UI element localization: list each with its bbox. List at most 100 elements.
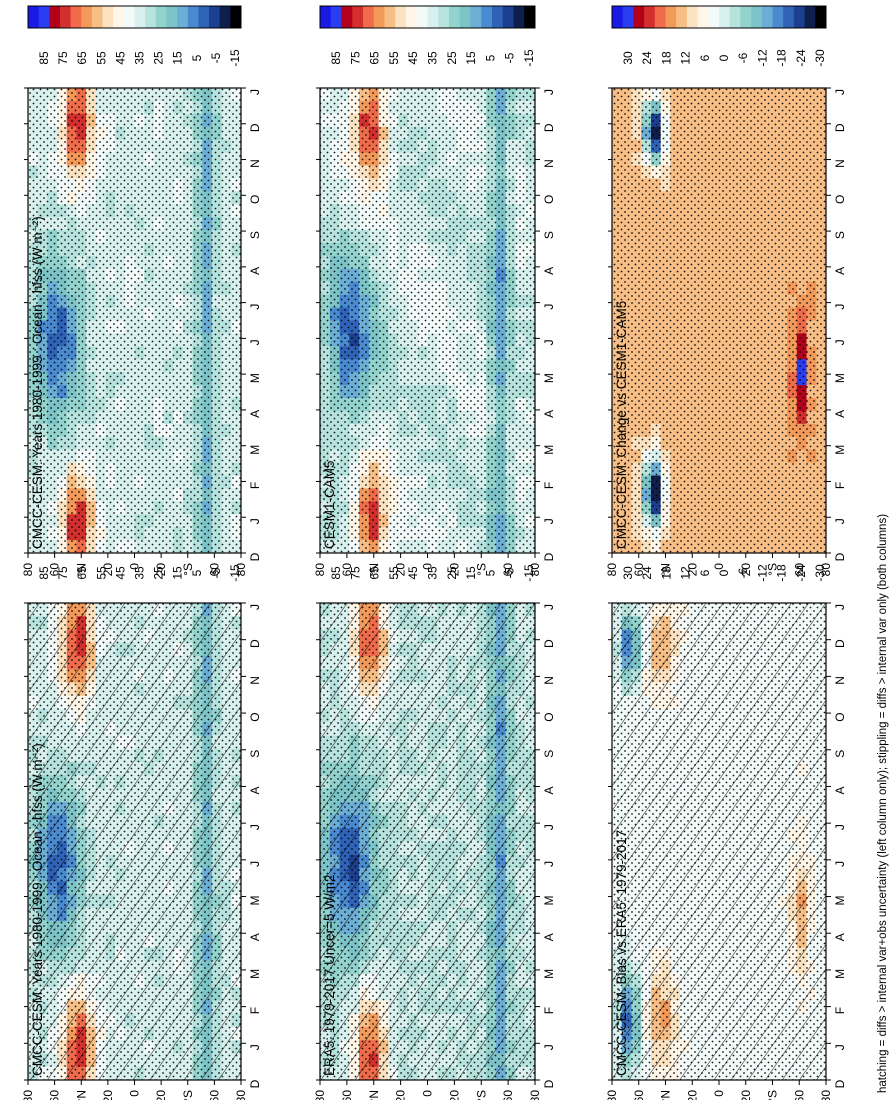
colorbar-swatch bbox=[524, 6, 536, 28]
colorbar-swatch bbox=[198, 6, 210, 28]
x-tick-label: J bbox=[542, 304, 556, 310]
colorbar-tick-label: 12 bbox=[679, 51, 693, 65]
stippling-overlay bbox=[320, 88, 535, 553]
colorbar-tick-label: -24 bbox=[794, 564, 808, 582]
colorbar-swatch bbox=[102, 6, 114, 28]
colorbar-tick-label: 65 bbox=[75, 51, 89, 65]
colorbar-tick-label: 15 bbox=[171, 566, 185, 580]
plot-area-p6 bbox=[612, 88, 826, 553]
colorbar-swatch bbox=[145, 6, 157, 28]
colorbar-tick-label: 15 bbox=[171, 51, 185, 65]
colorbar-swatch bbox=[416, 6, 428, 28]
colorbar-swatch bbox=[761, 6, 773, 28]
panel-title: CMCC-CESM: Years 1980-1999 : Ocean : hfs… bbox=[30, 743, 45, 1076]
colorbar-swatch bbox=[70, 6, 82, 28]
x-tick-label: M bbox=[248, 896, 262, 906]
stippling-overlay bbox=[612, 603, 826, 1080]
plot-area-p2 bbox=[28, 88, 241, 553]
colorbar-tick-label: 6 bbox=[698, 569, 712, 576]
colorbar-swatch bbox=[155, 6, 167, 28]
colorbar-tick-label: -6 bbox=[736, 567, 750, 578]
colorbar-tick-label: 25 bbox=[152, 566, 166, 580]
x-tick-label: A bbox=[248, 267, 262, 275]
x-tick-label: J bbox=[248, 304, 262, 310]
colorbar-swatch bbox=[113, 6, 125, 28]
colorbar-swatch bbox=[481, 6, 493, 28]
y-tick-label: 20 bbox=[101, 563, 115, 577]
x-tick-label: D bbox=[542, 639, 556, 648]
x-tick-label: F bbox=[248, 482, 262, 489]
x-tick-label: M bbox=[833, 896, 847, 906]
x-tick-label: O bbox=[248, 712, 262, 721]
colorbar-tick-label: 75 bbox=[56, 51, 70, 65]
colorbar-swatch bbox=[783, 6, 795, 28]
colorbar-swatch bbox=[612, 6, 624, 28]
panel-p4: 85 75 65 55 45 35 25 15 5 -5 -15CESM1-CAM5DJFMAMJJ… bbox=[313, 5, 556, 577]
y-tick-label: 80 bbox=[21, 563, 35, 577]
colorbar-swatch bbox=[28, 6, 40, 28]
colorbar-swatch bbox=[676, 6, 688, 28]
colorbar-p6: 30 24 18 12 6 0 -6 -12 -18 -24 -30 bbox=[611, 5, 827, 67]
y-tick-label: 60 bbox=[340, 1090, 354, 1100]
colorbar-swatch bbox=[123, 6, 135, 28]
y-tick-label: 20 bbox=[154, 1090, 168, 1100]
colorbar-tick-label: 55 bbox=[387, 51, 401, 65]
y-tick-label: °S bbox=[181, 563, 195, 576]
colorbar-tick-label: 45 bbox=[113, 51, 127, 65]
x-tick-label: M bbox=[542, 445, 556, 455]
colorbar-tick-label: 15 bbox=[464, 51, 478, 65]
colorbar-p4: 85 75 65 55 45 35 25 15 5 -5 -15 bbox=[319, 5, 536, 67]
colorbar-swatch bbox=[341, 6, 353, 28]
x-tick-label: D bbox=[542, 123, 556, 132]
x-tick-label: D bbox=[542, 552, 556, 561]
x-tick-label: A bbox=[833, 786, 847, 794]
colorbar-tick-label: 35 bbox=[426, 51, 440, 65]
colorbar-swatch bbox=[772, 6, 784, 28]
colorbar-tick-label: -5 bbox=[503, 52, 517, 63]
y-tick-label: 20 bbox=[447, 1090, 461, 1100]
y-tick-label: 20 bbox=[739, 1090, 753, 1100]
y-tick-label: 20 bbox=[154, 563, 168, 577]
colorbar-tick-label: -5 bbox=[209, 567, 223, 578]
x-tick-label: M bbox=[542, 896, 556, 906]
colorbar-swatch bbox=[438, 6, 450, 28]
colorbar-swatch bbox=[59, 6, 71, 28]
colorbar-tick-label: 0 bbox=[717, 54, 731, 61]
x-tick-label: M bbox=[248, 445, 262, 455]
colorbar-tick-label: 65 bbox=[368, 566, 382, 580]
colorbar-swatch bbox=[633, 6, 645, 28]
x-tick-label: N bbox=[248, 159, 262, 168]
colorbar-tick-label: 55 bbox=[387, 566, 401, 580]
colorbar-swatch bbox=[622, 6, 634, 28]
x-tick-label: A bbox=[248, 786, 262, 794]
colorbar-tick-label: 0 bbox=[717, 569, 731, 576]
x-tick-label: A bbox=[248, 410, 262, 418]
colorbar-tick-label: 25 bbox=[152, 51, 166, 65]
y-tick-label: 0 bbox=[128, 563, 142, 570]
colorbar-tick-label: 35 bbox=[426, 566, 440, 580]
x-tick-label: J bbox=[248, 861, 262, 867]
colorbar-tick-label: -6 bbox=[736, 52, 750, 63]
colorbar-swatch bbox=[492, 6, 504, 28]
colorbar-swatch bbox=[49, 6, 61, 28]
y-tick-label: 80 bbox=[528, 1090, 542, 1100]
x-tick-label: J bbox=[248, 604, 262, 610]
colorbar-swatch bbox=[38, 6, 50, 28]
y-tick-label: 60 bbox=[792, 1090, 806, 1100]
panel-title: CMCC-CESM: Bias vs ERA5: 1979-2017 bbox=[614, 830, 629, 1076]
x-tick-label: F bbox=[248, 1007, 262, 1014]
y-tick-label: 60 bbox=[340, 563, 354, 577]
colorbar-tick-label: -15 bbox=[228, 49, 242, 67]
colorbar-swatch bbox=[470, 6, 482, 28]
colorbar-tick-label: -12 bbox=[755, 564, 769, 582]
colorbar-swatch bbox=[644, 6, 656, 28]
colorbar-swatch bbox=[729, 6, 741, 28]
colorbar-tick-label: 5 bbox=[190, 54, 204, 61]
y-tick-label: °N bbox=[367, 1090, 381, 1100]
y-tick-label: 60 bbox=[48, 1090, 62, 1100]
x-tick-label: N bbox=[248, 676, 262, 685]
colorbar-swatch bbox=[513, 6, 525, 28]
colorbar-tick-label: 15 bbox=[464, 566, 478, 580]
